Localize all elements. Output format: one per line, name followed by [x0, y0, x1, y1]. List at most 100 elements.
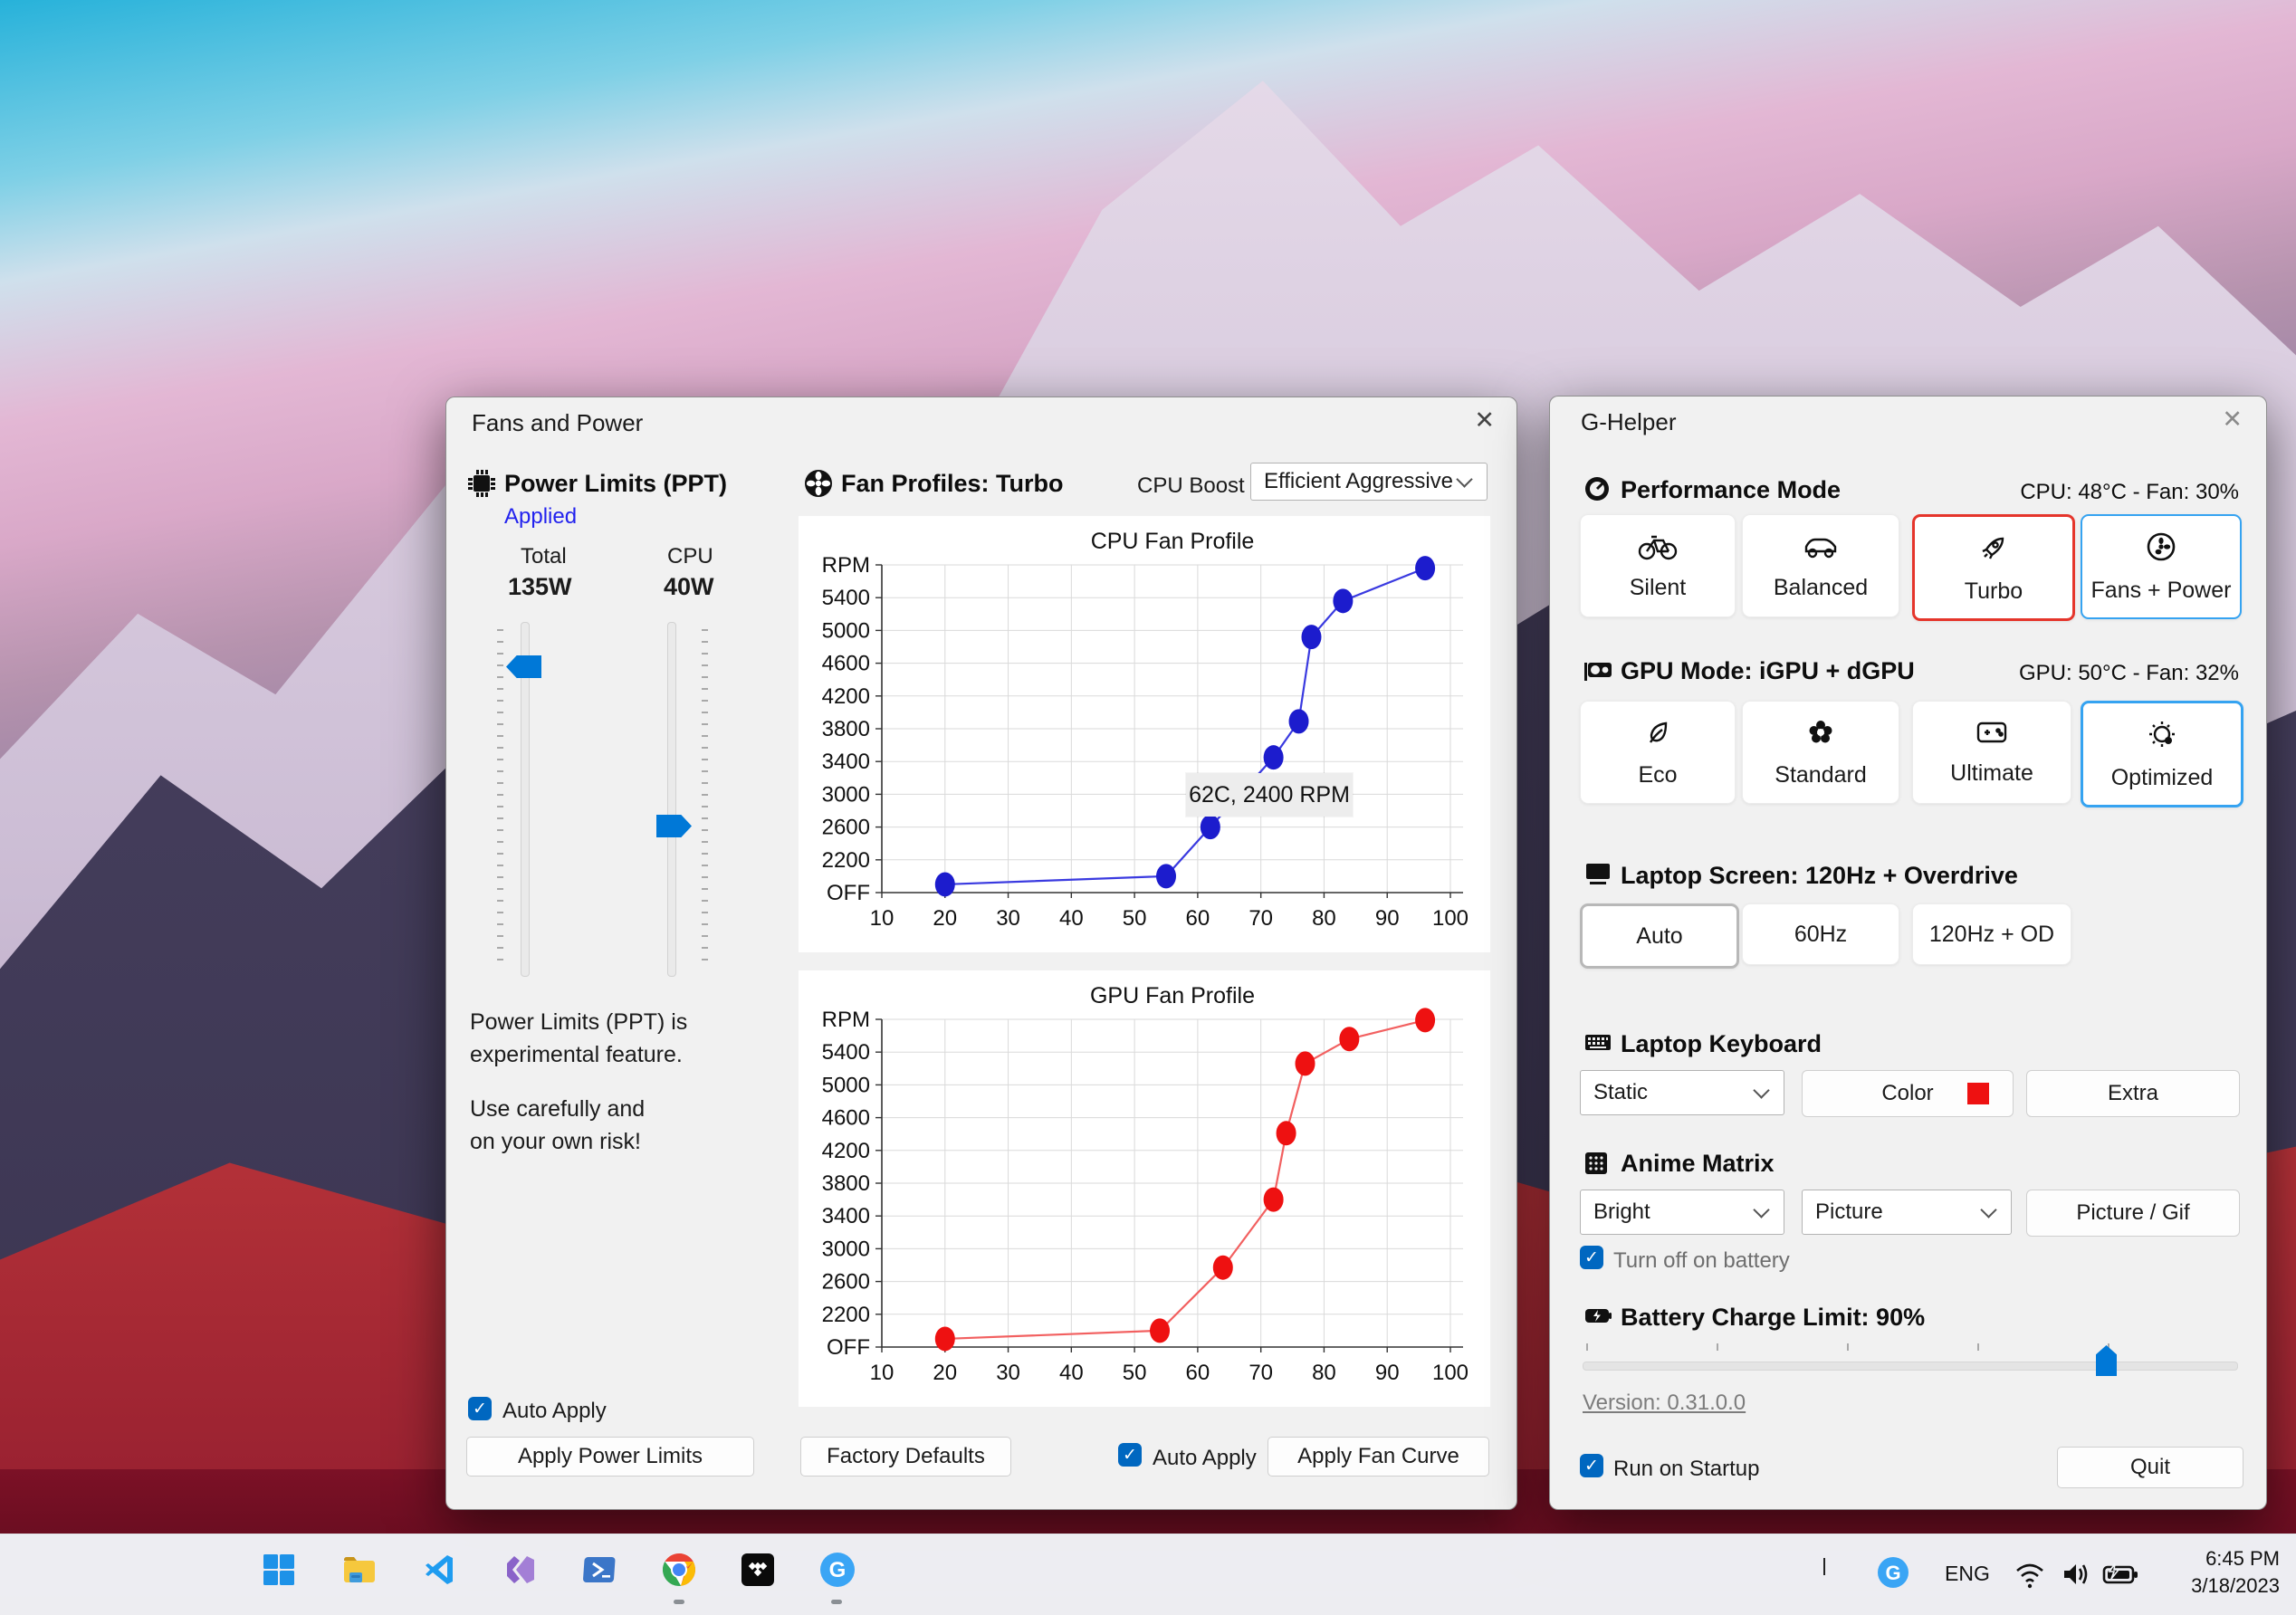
start-button[interactable]: [258, 1549, 300, 1591]
performance-gauge-icon: [1583, 474, 1612, 508]
turn-off-on-battery-label: Turn off on battery: [1613, 1248, 1790, 1273]
auto-apply-power-checkbox[interactable]: [468, 1397, 492, 1420]
anime-brightness-select[interactable]: Bright: [1580, 1190, 1784, 1235]
total-label: Total: [521, 544, 567, 569]
language-indicator[interactable]: ENG: [1945, 1562, 1990, 1585]
keyboard-color-button[interactable]: Color: [1802, 1070, 2014, 1117]
anime-picture-gif-button[interactable]: Picture / Gif: [2026, 1190, 2240, 1237]
svg-text:90: 90: [1375, 906, 1400, 931]
tidal-icon[interactable]: [737, 1549, 779, 1591]
screen-120hz-od-button[interactable]: 120Hz + OD: [1912, 903, 2071, 965]
ghelper-tray-icon[interactable]: G: [1876, 1555, 1910, 1594]
svg-text:OFF: OFF: [827, 1335, 870, 1360]
cpu-power-slider-thumb[interactable]: [656, 815, 692, 837]
apply-fan-curve-button[interactable]: Apply Fan Curve: [1268, 1437, 1489, 1476]
gpu-card-icon: [1583, 655, 1613, 689]
turn-off-on-battery-checkbox[interactable]: [1580, 1246, 1603, 1269]
svg-text:OFF: OFF: [827, 881, 870, 905]
chevron-down-icon: [1753, 1082, 1770, 1099]
svg-text:5000: 5000: [822, 1073, 870, 1097]
gpu-button-label: Eco: [1638, 761, 1678, 788]
close-icon[interactable]: ✕: [2222, 406, 2243, 433]
power-limits-header: Power Limits (PPT): [504, 470, 728, 497]
perf-fans-power-button[interactable]: Fans + Power: [2081, 514, 2242, 619]
ghelper-taskbar-icon[interactable]: G: [817, 1549, 858, 1591]
chrome-icon[interactable]: [658, 1549, 700, 1591]
powershell-icon[interactable]: [579, 1549, 621, 1591]
anime-matrix-header: Anime Matrix: [1621, 1150, 1775, 1177]
bulb-gear-icon: [2146, 718, 2178, 757]
gpu-fan-chart[interactable]: GPU Fan Profile 10 20 30 40 50 60 70 80 90 100 OFF 2…: [799, 970, 1490, 1407]
svg-text:GPU Fan Profile: GPU Fan Profile: [1090, 983, 1255, 1008]
svg-text:5400: 5400: [822, 586, 870, 610]
perf-silent-button[interactable]: Silent: [1580, 514, 1736, 617]
perf-turbo-button[interactable]: Turbo: [1912, 514, 2075, 621]
tray-expand-chevron[interactable]: [1823, 1558, 1825, 1575]
close-icon[interactable]: ✕: [1474, 406, 1495, 434]
total-power-slider[interactable]: [521, 622, 530, 977]
keyboard-icon: [1583, 1030, 1613, 1058]
gpu-standard-button[interactable]: Standard: [1742, 701, 1899, 804]
color-swatch: [1967, 1083, 1989, 1104]
screen-auto-button[interactable]: Auto: [1580, 903, 1739, 969]
cpu-label: CPU: [667, 544, 713, 569]
svg-text:3000: 3000: [822, 1237, 870, 1261]
gpu-optimized-button[interactable]: Optimized: [2081, 701, 2243, 808]
vscode-icon[interactable]: [419, 1549, 461, 1591]
battery-limit-slider[interactable]: [1583, 1362, 2238, 1371]
taskbar: G G ENG 6:45 PM 3/18/2023: [0, 1534, 2296, 1615]
svg-text:CPU Fan Profile: CPU Fan Profile: [1091, 529, 1255, 554]
svg-text:RPM: RPM: [822, 1008, 870, 1032]
svg-text:4600: 4600: [822, 1106, 870, 1131]
apply-power-limits-button[interactable]: Apply Power Limits: [466, 1437, 754, 1476]
quit-button[interactable]: Quit: [2057, 1447, 2243, 1488]
cpu-fan-chart[interactable]: CPU Fan Profile 10 20 30 40 50 60 70 80 90 100 OFF 2…: [799, 516, 1490, 952]
svg-text:3800: 3800: [822, 717, 870, 741]
visual-studio-icon[interactable]: [500, 1549, 541, 1591]
perf-button-label: Balanced: [1773, 574, 1869, 600]
cpu-boost-select[interactable]: Efficient Aggressive: [1250, 463, 1488, 501]
total-value: 135W: [508, 573, 572, 600]
factory-defaults-button[interactable]: Factory Defaults: [800, 1437, 1011, 1476]
battery-tray-icon[interactable]: [2100, 1558, 2140, 1595]
svg-text:4200: 4200: [822, 1139, 870, 1163]
perf-button-label: Turbo: [1964, 578, 2023, 604]
perf-balanced-button[interactable]: Balanced: [1742, 514, 1899, 617]
cpu-power-slider[interactable]: [667, 622, 676, 977]
running-indicator: [674, 1600, 684, 1604]
battery-charge-limit-header: Battery Charge Limit: 90%: [1621, 1304, 1926, 1331]
svg-text:80: 80: [1312, 1361, 1336, 1385]
ghelper-window: G-Helper ✕ Performance Mode CPU: 48°C - …: [1549, 396, 2267, 1510]
screen-60hz-button[interactable]: 60Hz: [1742, 903, 1899, 965]
gpu-button-label: Standard: [1775, 761, 1867, 788]
rocket-icon: [1977, 531, 2010, 570]
running-indicator: [831, 1600, 842, 1604]
keyboard-extra-button[interactable]: Extra: [2026, 1070, 2240, 1117]
volume-icon[interactable]: [2057, 1556, 2093, 1597]
gpu-eco-button[interactable]: Eco: [1580, 701, 1736, 804]
note-line: Power Limits (PPT) is: [470, 1009, 688, 1035]
keyboard-mode-select[interactable]: Static: [1580, 1070, 1784, 1115]
gpu-ultimate-button[interactable]: Ultimate: [1912, 701, 2071, 804]
version-link[interactable]: Version: 0.31.0.0: [1583, 1390, 1746, 1415]
file-explorer-icon[interactable]: [339, 1549, 380, 1591]
svg-text:10: 10: [870, 906, 894, 931]
cpu-temp-fan-status: CPU: 48°C - Fan: 30%: [2020, 480, 2239, 504]
svg-text:50: 50: [1123, 906, 1147, 931]
battery-limit-slider-thumb[interactable]: [2096, 1345, 2117, 1376]
run-on-startup-checkbox[interactable]: [1580, 1454, 1603, 1477]
svg-text:20: 20: [933, 1361, 957, 1385]
total-power-slider-thumb[interactable]: [506, 655, 541, 678]
power-limits-note1: Power Limits (PPT) is experimental featu…: [470, 1006, 687, 1071]
screen-icon: [1583, 860, 1613, 892]
perf-button-label: Silent: [1629, 574, 1687, 600]
svg-text:RPM: RPM: [822, 553, 870, 578]
anime-content-select[interactable]: Picture: [1802, 1190, 2012, 1235]
clock[interactable]: 6:45 PM 3/18/2023: [2191, 1545, 2280, 1600]
wifi-icon[interactable]: [2012, 1556, 2048, 1597]
svg-text:70: 70: [1248, 906, 1273, 931]
window-title: Fans and Power: [472, 409, 644, 436]
auto-apply-fan-checkbox[interactable]: [1118, 1443, 1142, 1467]
svg-text:70: 70: [1248, 1361, 1273, 1385]
svg-text:30: 30: [996, 1361, 1020, 1385]
